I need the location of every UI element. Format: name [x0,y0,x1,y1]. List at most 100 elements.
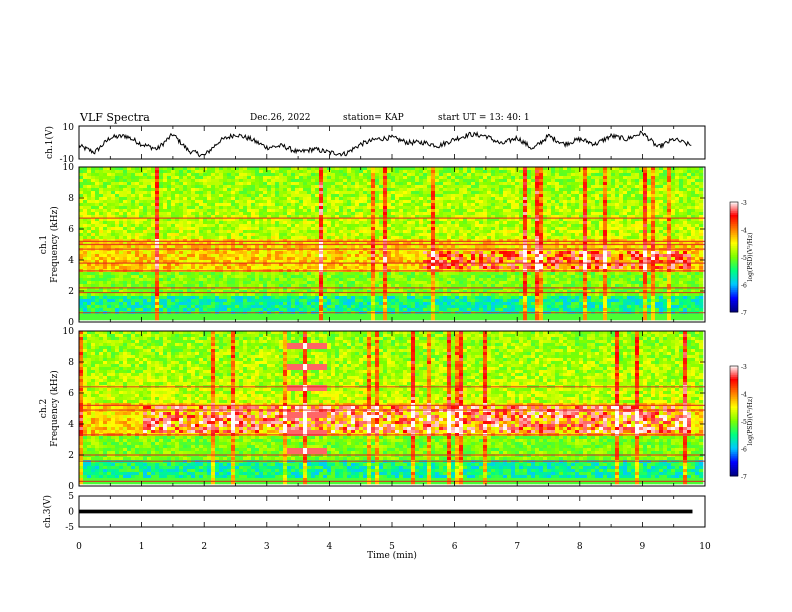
heatmap-cell [599,194,604,198]
heatmap-cell [643,182,648,186]
heatmap-cell [303,173,308,177]
heatmap-cell [395,242,400,246]
heatmap-cell [651,173,656,177]
heatmap-cell [651,245,656,249]
heatmap-cell [467,176,472,180]
heatmap-cell [499,257,504,261]
heatmap-cell [359,215,364,219]
heatmap-cell [263,260,268,264]
heatmap-cell [583,242,588,246]
heatmap-cell [179,200,184,204]
heatmap-cell [295,251,300,255]
observation-date: Dec.26, 2022 [250,113,311,123]
heatmap-cell [615,173,620,177]
heatmap-cell [687,188,692,192]
heatmap-cell [187,221,192,225]
heatmap-cell [155,260,160,264]
heatmap-cell [647,224,652,228]
heatmap-cell [607,221,612,225]
heatmap-cell [683,200,688,204]
heatmap-cell [219,188,224,192]
heatmap-cell [179,245,184,249]
heatmap-cell [151,203,156,207]
heatmap-cell [259,227,264,231]
heatmap-cell [243,173,248,177]
heatmap-cell [139,203,144,207]
heatmap-cell [403,185,408,189]
heatmap-cell [139,215,144,219]
station-label: station= KAP [343,113,404,123]
heatmap-cell [607,239,612,243]
heatmap-cell [295,191,300,195]
heatmap-cell [695,197,700,201]
heatmap-cell [639,170,644,174]
heatmap-cell [543,203,548,207]
heatmap-cell [391,200,396,204]
heatmap-cell [255,260,260,264]
heatmap-cell [523,236,528,240]
heatmap-cell [439,233,444,237]
heatmap-cell [495,239,500,243]
heatmap-cell [423,227,428,231]
heatmap-cell [687,191,692,195]
heatmap-cell [487,209,492,213]
heatmap-cell [271,173,276,177]
heatmap-cell [175,224,180,228]
heatmap-cell [359,206,364,210]
heatmap-cell [519,233,524,237]
heatmap-cell [687,170,692,174]
heatmap-cell [395,233,400,237]
heatmap-cell [579,242,584,246]
heatmap-cell [515,242,520,246]
heatmap-cell [511,182,516,186]
heatmap-cell [247,236,252,240]
heatmap-cell [471,185,476,189]
heatmap-cell [547,221,552,225]
heatmap-cell [283,176,288,180]
heatmap-cell [211,230,216,234]
heatmap-cell [563,218,568,222]
heatmap-cell [267,254,272,258]
heatmap-cell [219,245,224,249]
heatmap-cell [371,236,376,240]
heatmap-cell [171,191,176,195]
heatmap-cell [655,227,660,231]
heatmap-cell [211,179,216,183]
heatmap-cell [523,203,528,207]
heatmap-cell [231,257,236,261]
heatmap-cell [431,203,436,207]
heatmap-cell [295,203,300,207]
heatmap-cell [615,191,620,195]
heatmap-cell [351,239,356,243]
heatmap-cell [695,188,700,192]
heatmap-cell [479,203,484,207]
heatmap-cell [687,254,692,258]
heatmap-cell [291,227,296,231]
heatmap-cell [435,230,440,234]
heatmap-cell [667,203,672,207]
heatmap-cell [683,224,688,228]
heatmap-cell [507,197,512,201]
heatmap-cell [147,176,152,180]
heatmap-cell [683,191,688,195]
heatmap-cell [379,200,384,204]
heatmap-cell [259,185,264,189]
heatmap-cell [659,215,664,219]
heatmap-cell [423,242,428,246]
heatmap-cell [335,239,340,243]
heatmap-cell [575,215,580,219]
heatmap-cell [279,170,284,174]
heatmap-cell [671,176,676,180]
heatmap-cell [215,185,220,189]
heatmap-cell [283,251,288,255]
heatmap-cell [383,230,388,234]
heatmap-cell [503,185,508,189]
heatmap-cell [111,176,116,180]
heatmap-cell [667,254,672,258]
heatmap-cell [575,173,580,177]
heatmap-cell [647,230,652,234]
heatmap-cell [243,254,248,258]
heatmap-cell [551,194,556,198]
heatmap-cell [347,260,352,264]
heatmap-cell [279,260,284,264]
